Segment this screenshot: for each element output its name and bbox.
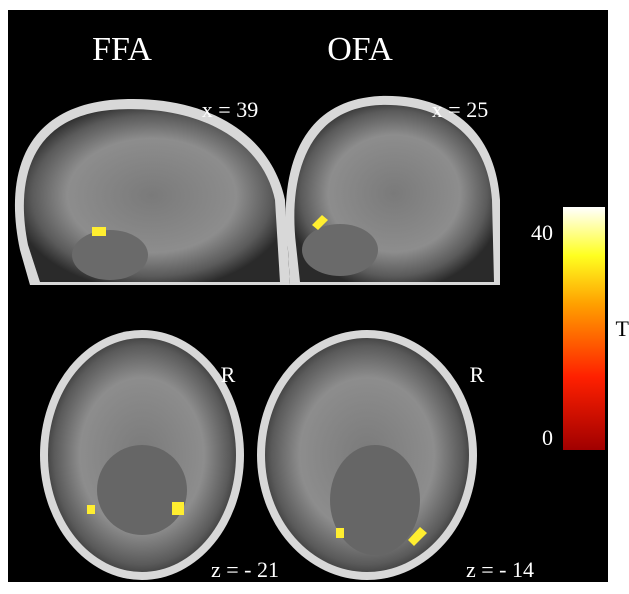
slice-coordinate: x = 25: [432, 97, 488, 122]
column-label: FFA: [92, 31, 152, 68]
colorbar-tick-label: 40: [531, 220, 553, 245]
activation: [172, 502, 184, 515]
orientation-label: R: [221, 362, 236, 387]
slice-coordinate: x = 39: [202, 97, 258, 122]
figure: FFA OFA x = 39 x = 25 R R z = - 21 z = -…: [0, 0, 629, 594]
slice-coordinate: z = - 21: [211, 557, 279, 582]
sagittal-slice: [286, 96, 500, 285]
colorbar-label: T: [616, 316, 629, 341]
column-label: OFA: [327, 31, 393, 68]
axial-slice: [40, 330, 244, 580]
colorbar: [563, 207, 605, 450]
slice-coordinate: z = - 14: [466, 557, 534, 582]
axial-slice: [257, 330, 477, 580]
activation: [92, 227, 106, 236]
colorbar-tick-label: 0: [542, 425, 553, 450]
activation: [336, 528, 344, 538]
activation: [87, 505, 95, 514]
orientation-label: R: [470, 362, 485, 387]
